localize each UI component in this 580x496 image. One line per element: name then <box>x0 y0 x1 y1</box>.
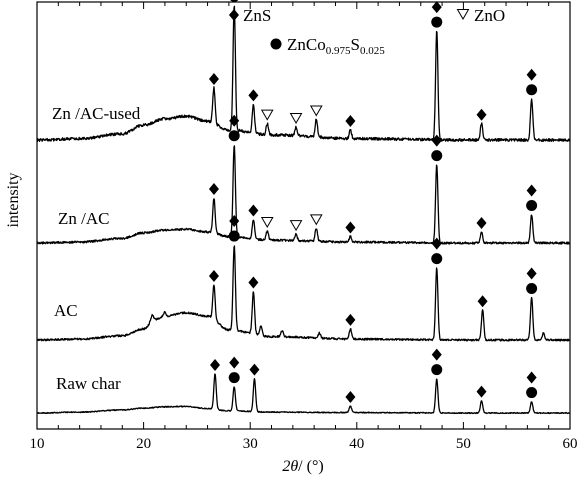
x-tick-label: 30 <box>243 436 258 452</box>
series-label: Raw char <box>56 374 121 393</box>
x-axis-ticks: 10 20 30 40 50 60 <box>30 2 578 452</box>
zns-diamond-marker <box>345 313 356 326</box>
x-tick-label: 10 <box>30 436 45 452</box>
series-line <box>36 5 571 142</box>
zns-diamond-marker <box>208 270 219 283</box>
zns-diamond-marker <box>477 295 488 308</box>
series-line <box>36 373 571 415</box>
zns-diamond-marker <box>431 134 442 147</box>
legend-label: ZnO <box>474 6 505 25</box>
znco-circle-marker <box>270 38 282 50</box>
zno-triangle-marker <box>309 105 323 117</box>
zns-diamond-marker <box>229 356 240 369</box>
zns-diamond-marker <box>431 348 442 361</box>
zns-diamond-marker <box>249 363 260 376</box>
zns-diamond-marker <box>526 68 537 81</box>
zns-diamond-marker <box>345 390 356 403</box>
zns-diamond-marker <box>229 215 240 228</box>
zns-diamond-marker <box>431 237 442 250</box>
zns-diamond-marker <box>248 276 259 289</box>
znco-circle-marker <box>526 199 538 211</box>
zno-triangle-marker <box>309 214 323 226</box>
series-labels: Zn /AC-used Zn /AC AC Raw char <box>52 104 141 393</box>
plot-frame <box>36 1 571 430</box>
zns-diamond-marker <box>476 108 487 121</box>
x-tick-label: 40 <box>349 436 364 452</box>
znco-circle-marker <box>228 130 240 142</box>
legend: ZnS ZnO ZnCo0.975S0.025 <box>229 6 505 57</box>
znco-circle-marker <box>526 387 538 399</box>
series-label: Zn /AC-used <box>52 104 141 123</box>
znco-circle-marker <box>431 253 443 265</box>
zns-diamond-marker <box>431 1 442 14</box>
znco-circle-marker <box>230 0 239 2</box>
x-tick-label: 50 <box>456 436 471 452</box>
zns-diamond-marker <box>476 385 487 398</box>
znco-circle-marker <box>431 150 443 162</box>
znco-circle-marker <box>228 230 240 242</box>
series-label: AC <box>54 301 78 320</box>
znco-circle-marker <box>228 372 240 384</box>
series-line <box>36 145 571 245</box>
zns-diamond-marker <box>248 204 259 217</box>
zns-diamond-marker <box>526 184 537 197</box>
zns-diamond-marker <box>345 221 356 234</box>
zns-diamond-marker <box>526 371 537 384</box>
zns-diamond-marker <box>229 114 240 127</box>
x-axis-label: 2θ/ (°) <box>282 458 323 475</box>
zno-triangle-marker <box>456 9 470 20</box>
pattern-lines <box>36 5 571 415</box>
series-line <box>36 245 571 342</box>
zns-diamond-marker <box>476 216 487 229</box>
zno-triangle-marker <box>289 112 303 124</box>
znco-circle-marker <box>526 283 538 294</box>
zns-diamond-marker <box>248 89 259 102</box>
x-tick-label: 20 <box>136 436 151 452</box>
legend-label: ZnCo0.975S0.025 <box>287 35 385 57</box>
zns-diamond-marker <box>208 73 219 86</box>
znco-circle-marker <box>431 364 443 376</box>
zns-diamond-marker <box>526 267 537 280</box>
zns-diamond-marker <box>208 182 219 195</box>
legend-label: ZnS <box>243 6 271 25</box>
zno-triangle-marker <box>260 216 274 228</box>
x-tick-label: 60 <box>563 436 578 452</box>
zns-diamond-marker <box>345 114 356 127</box>
zno-triangle-marker <box>289 220 303 232</box>
series-label: Zn /AC <box>58 209 109 228</box>
phase-markers <box>208 0 538 403</box>
y-axis-label: intensity <box>5 172 22 227</box>
znco-circle-marker <box>431 16 443 28</box>
zns-diamond-marker <box>210 359 221 372</box>
zns-diamond-marker <box>229 9 239 21</box>
zno-triangle-marker <box>260 109 274 121</box>
znco-circle-marker <box>526 84 538 96</box>
